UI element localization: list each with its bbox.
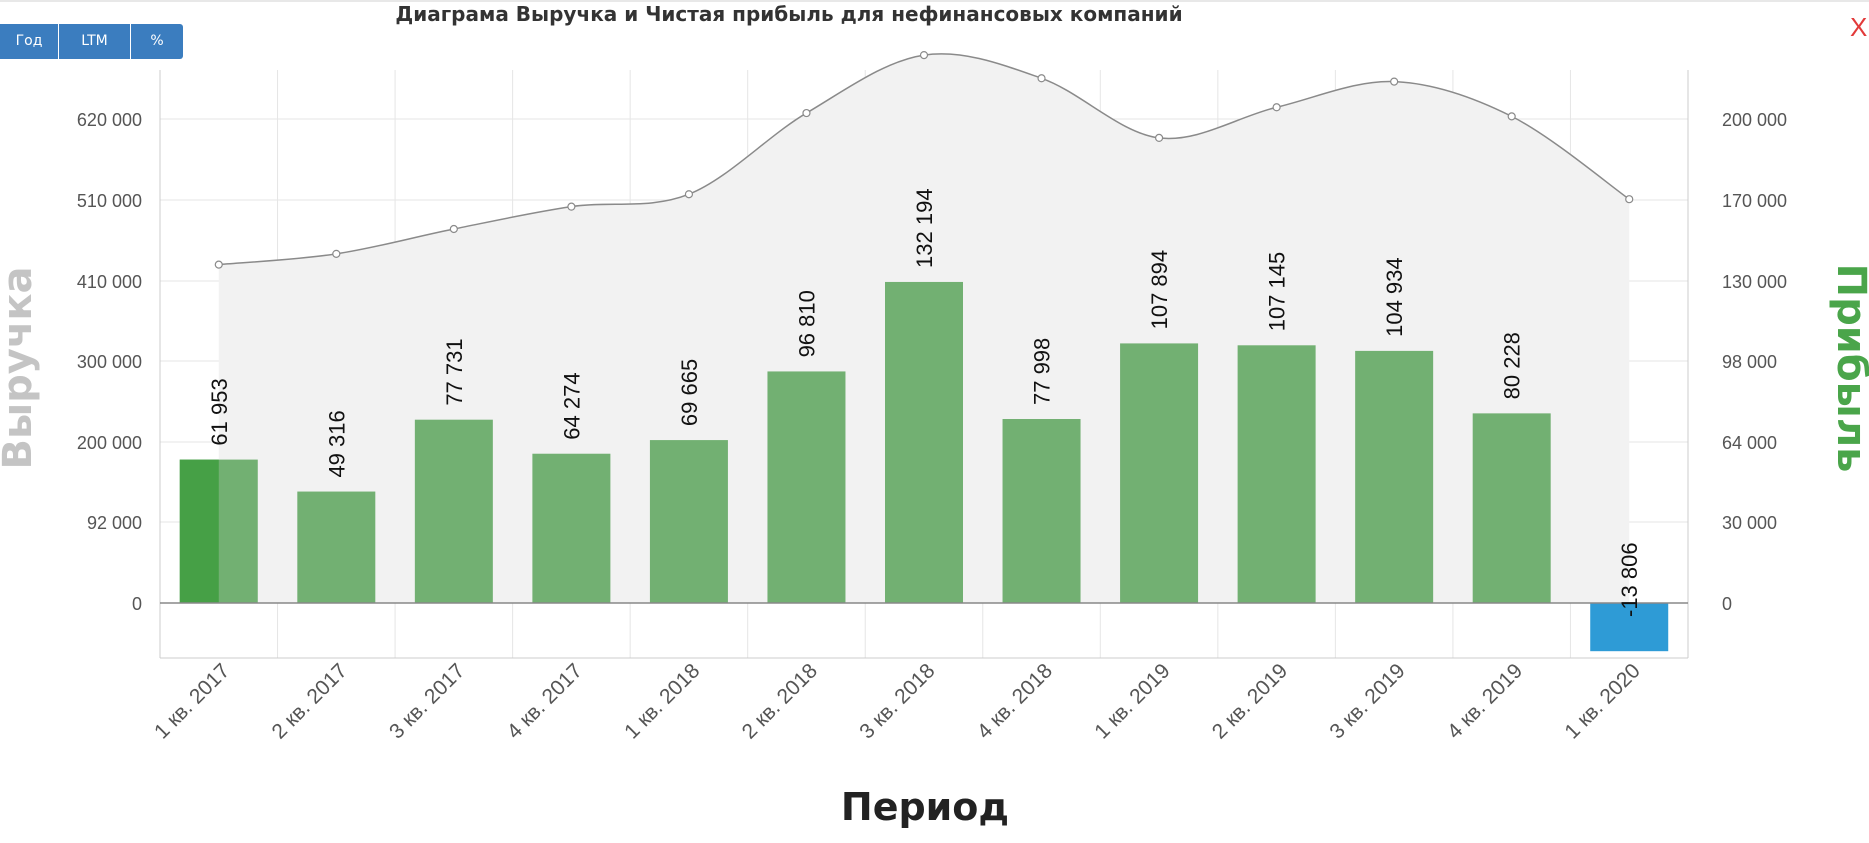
left-tick-label: 510 000: [77, 191, 142, 211]
right-tick-label: 130 000: [1722, 272, 1787, 292]
x-tick-label: 1 кв. 2018: [620, 659, 704, 743]
x-tick-label: 3 кв. 2018: [855, 659, 939, 743]
profit-data-label: 107 145: [1265, 252, 1290, 332]
x-tick-label: 3 кв. 2017: [385, 659, 469, 743]
x-tick-label: 4 кв. 2017: [503, 659, 587, 743]
left-tick-label: 92 000: [87, 513, 142, 533]
profit-data-label: 96 810: [794, 290, 819, 357]
close-icon[interactable]: X: [1850, 12, 1868, 42]
left-tick-label: 200 000: [77, 433, 142, 453]
profit-bar: [767, 371, 846, 603]
profit-bar: [1237, 345, 1316, 603]
profit-bar: [414, 419, 493, 603]
revenue-point: [1625, 195, 1634, 204]
profit-data-label: 77 998: [1030, 338, 1055, 405]
left-tick-label: 410 000: [77, 272, 142, 292]
chart-title: Диаграма Выручка и Чистая прибыль для не…: [395, 2, 1183, 26]
left-tick-label: 620 000: [77, 110, 142, 130]
left-tick-label: 0: [132, 594, 142, 614]
revenue-point: [1390, 77, 1399, 86]
profit-bar: [1355, 350, 1434, 603]
x-tick-label: 3 кв. 2019: [1325, 659, 1409, 743]
revenue-point: [1154, 133, 1164, 143]
percent-button[interactable]: %: [131, 24, 183, 59]
year-button[interactable]: Год: [0, 24, 59, 59]
right-tick-label: 98 000: [1722, 352, 1777, 372]
revenue-point: [1272, 103, 1281, 112]
x-tick-label: 2 кв. 2018: [738, 659, 822, 743]
right-tick-label: 0: [1722, 594, 1732, 614]
revenue-point: [567, 202, 576, 211]
profit-bar: [532, 453, 611, 603]
x-tick-label: 2 кв. 2019: [1208, 659, 1292, 743]
right-tick-label: 170 000: [1722, 191, 1787, 211]
right-axis-title: Прибыль: [1828, 264, 1869, 473]
revenue-point: [214, 260, 223, 269]
ltm-button[interactable]: LTM: [59, 24, 131, 59]
x-tick-label: 1 кв. 2020: [1560, 659, 1644, 743]
profit-data-label: -13 806: [1617, 542, 1642, 617]
period-toggle-group: Год LTM %: [0, 24, 183, 59]
revenue-point: [1507, 112, 1516, 121]
profit-data-label: 69 665: [677, 359, 702, 426]
profit-data-label: 104 934: [1382, 257, 1407, 337]
revenue-point: [449, 224, 458, 234]
x-tick-label: 1 кв. 2017: [150, 659, 234, 743]
right-tick-label: 64 000: [1722, 433, 1777, 453]
profit-data-label: 107 894: [1147, 250, 1172, 330]
profit-data-label: 132 194: [912, 188, 937, 268]
left-axis-title: Выручка: [0, 267, 41, 470]
x-tick-label: 4 кв. 2019: [1443, 659, 1527, 743]
revenue-point: [802, 108, 811, 118]
profit-data-label: 77 731: [442, 338, 467, 405]
profit-bar-series: [179, 281, 1669, 652]
profit-data-label: 61 953: [207, 378, 232, 445]
profit-bar: [297, 491, 376, 603]
data-labels: 61 953 49 316 77 731 64 274 69 665 96 810 132 …: [207, 188, 1642, 617]
revenue-point: [1037, 74, 1046, 83]
profit-bar: [1002, 419, 1081, 603]
revenue-point: [332, 249, 341, 258]
x-tick-label: 2 кв. 2017: [268, 659, 352, 743]
x-tick-label: 1 кв. 2019: [1090, 659, 1174, 743]
profit-data-label: 64 274: [559, 372, 584, 439]
top-divider: [0, 0, 1869, 2]
revenue-point: [684, 190, 694, 199]
profit-bar-highlight: [179, 459, 219, 603]
right-tick-label: 30 000: [1722, 513, 1777, 533]
profit-bar: [649, 440, 728, 603]
x-axis-title: Период: [841, 785, 1009, 829]
right-tick-label: 200 000: [1722, 110, 1787, 130]
revenue-point: [919, 50, 929, 60]
profit-data-label: 49 316: [324, 410, 349, 477]
left-tick-label: 300 000: [77, 352, 142, 372]
profit-bar: [1120, 343, 1199, 603]
profit-bar: [1590, 603, 1669, 652]
profit-data-label: 80 228: [1500, 332, 1525, 399]
profit-bar: [885, 281, 963, 603]
profit-bar: [1472, 413, 1551, 603]
x-tick-label: 4 кв. 2018: [973, 659, 1057, 743]
